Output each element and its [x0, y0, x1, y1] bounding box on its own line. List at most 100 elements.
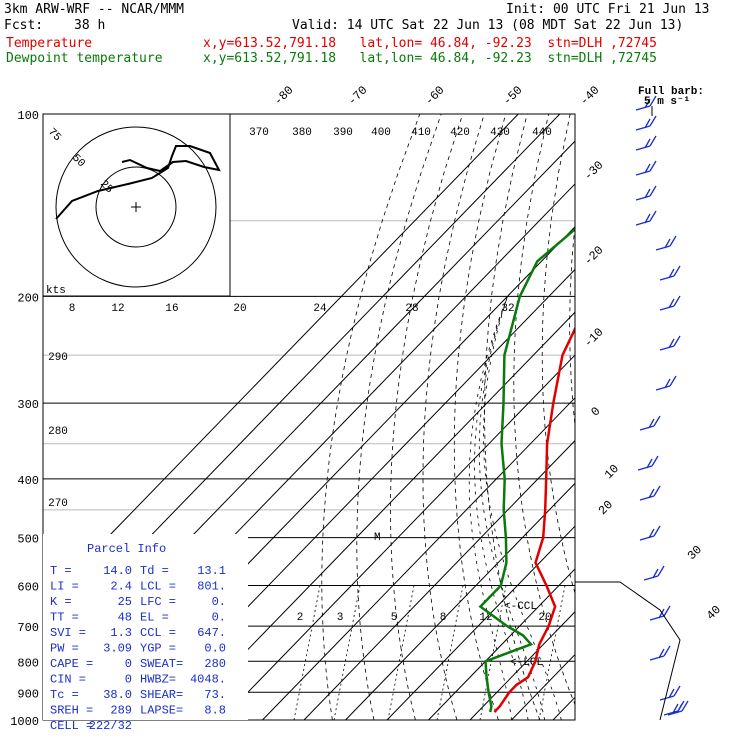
temperature-location-info: x,y=613.52,791.18 lat,lon= 46.84, -92.23… [203, 36, 657, 51]
mixing-ratio-line [293, 585, 321, 720]
dewpoint-location-info: x,y=613.52,791.18 lat,lon= 46.84, -92.23… [203, 51, 657, 66]
sounding-profiles [478, 227, 575, 713]
hodo-kts-label: kts [46, 285, 66, 297]
parcel-row-label: CELL = [50, 719, 93, 733]
theta-label: 440 [532, 127, 552, 139]
parcel-row-value: 48 [118, 611, 132, 625]
hodograph: 75 50 25 kts [42, 113, 231, 297]
isotherm-line [43, 114, 519, 605]
parcel-row-value: 4048. [190, 673, 226, 687]
model-title: 3km ARW-WRF -- NCAR/MMM [4, 2, 185, 17]
isotherm-line [220, 354, 575, 720]
wind-barb-shaft [639, 425, 655, 431]
wind-barb-shaft [659, 305, 675, 311]
wind-barb-flag [649, 185, 657, 197]
isotherm-label: -80 [271, 83, 296, 108]
isotherm-label: 30 [685, 543, 705, 563]
parcel-row-label: HWBZ= [140, 673, 176, 687]
theta-label: 370 [249, 127, 269, 139]
dry-adiabat-label: 280 [48, 426, 68, 438]
wind-barb-flag [646, 458, 653, 469]
forecast-hours: 38 h [74, 18, 106, 33]
wind-barb-flag [644, 98, 651, 109]
theta-label: 420 [450, 127, 470, 139]
hodograph-trace [55, 145, 221, 220]
wind-barb-flag [648, 488, 655, 499]
isotherm-line [428, 568, 575, 720]
forecast-label: Fcst: [4, 18, 44, 33]
dewpoint-legend-label: Dewpoint temperature [6, 51, 163, 66]
theta-label: 380 [292, 127, 312, 139]
dry-adiabat-line [719, 114, 740, 720]
wind-barb-flag [673, 335, 681, 347]
parcel-row-value: 801. [197, 580, 226, 594]
temperature-legend-label: Temperature [6, 36, 93, 51]
parcel-row-label: LI = [50, 580, 79, 594]
wind-barb-shaft [635, 145, 651, 151]
mixing-ratio-label: 5 [391, 612, 398, 624]
dry-adiabat-line [622, 114, 740, 720]
wind-barb-shaft [643, 575, 659, 581]
dry-adiabat-line [647, 114, 740, 720]
wind-barb-flag [657, 565, 665, 577]
dry-adiabat-line [541, 114, 575, 595]
pressure-tick-label: 400 [17, 474, 39, 488]
mixing-ratio-line [333, 585, 361, 720]
wind-barb-shaft [649, 615, 665, 621]
wind-barb-flag [676, 703, 683, 714]
hodo-speed-tick: 28 [405, 303, 418, 315]
parcel-row-label: TT = [50, 611, 79, 625]
moist-adiabat-line [478, 296, 546, 720]
wind-barb-flag [663, 605, 671, 617]
pressure-tick-label: 200 [17, 291, 39, 305]
wind-barb-flag [649, 95, 657, 107]
parcel-row-label: K = [50, 595, 72, 609]
hodo-ring-inner [95, 166, 177, 248]
isotherm-line [303, 439, 575, 720]
wind-legend-line2: 5 m s⁻¹ [644, 96, 690, 108]
dewpoint-profile-line [478, 227, 575, 713]
dry-adiabat-line [696, 114, 740, 720]
pressure-tick-label: 1000 [10, 715, 39, 729]
m-annotation: M [374, 532, 381, 544]
parcel-row-value: 0 [125, 673, 132, 687]
wind-barb-flag [653, 485, 661, 497]
parcel-row-value: 13.1 [197, 564, 226, 578]
wind-barb-flag [669, 375, 677, 387]
wind-barb-flag [673, 685, 681, 697]
parcel-row-label: CIN = [50, 673, 86, 687]
parcel-info-title: Parcel Info [87, 542, 166, 556]
parcel-row-label: LFC = [140, 595, 176, 609]
isotherm-label: -30 [581, 158, 606, 183]
parcel-row-value: 14.0 [103, 564, 132, 578]
wind-barb-flag [681, 700, 689, 712]
isotherm-label: 0 [588, 404, 603, 419]
parcel-row-label: CCL = [140, 626, 176, 640]
wind-barb-flag [673, 265, 681, 277]
pressure-tick-label: 900 [17, 687, 39, 701]
ccl-annotation: <-CCL [504, 601, 537, 613]
hodo-speed-tick: 20 [233, 303, 246, 315]
parcel-info-table: Parcel Info T = 14.0 Td = 13.1 LI = 2.4 LCL = 8… [43, 534, 248, 733]
parcel-row-value: 2.4 [110, 580, 132, 594]
parcel-row-label: SWEAT= [140, 657, 183, 671]
wind-panel-frame [574, 114, 681, 721]
hodo-ring-outer [55, 126, 217, 288]
hodo-speed-tick: 16 [165, 303, 178, 315]
isotherm-label: -50 [500, 83, 525, 108]
parcel-row-value: 0.0 [204, 642, 226, 656]
parcel-row-label: SVI = [50, 626, 86, 640]
wind-barb-flag [652, 568, 659, 579]
wind-barb-shaft [639, 535, 655, 541]
mixing-ratio-label: 3 [337, 612, 344, 624]
hodo-speed-tick: 12 [111, 303, 124, 315]
isotherm-label: -20 [581, 243, 606, 268]
dry-adiabat-line [569, 219, 575, 429]
wind-barb-flag [658, 608, 665, 619]
wind-barb-shaft [655, 245, 671, 251]
isotherm-line [469, 611, 575, 720]
parcel-row-value: 3.09 [103, 642, 132, 656]
theta-label: 410 [411, 127, 431, 139]
moist-adiabat-line [468, 296, 512, 720]
hodo-speed-tick: 8 [69, 303, 76, 315]
